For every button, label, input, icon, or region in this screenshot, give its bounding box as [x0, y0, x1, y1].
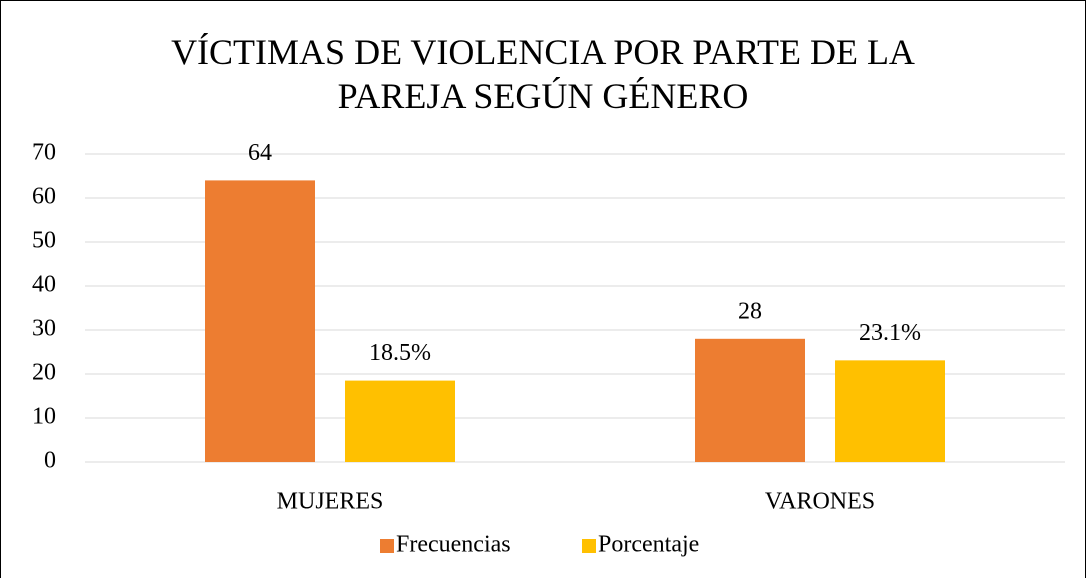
bar: [345, 380, 455, 462]
bar: [835, 360, 945, 462]
y-tick-label: 30: [32, 316, 56, 342]
data-label: 18.5%: [369, 340, 431, 366]
bar: [205, 180, 315, 462]
y-tick-label: 60: [32, 184, 56, 210]
data-label: 23.1%: [859, 320, 921, 346]
bar: [695, 338, 805, 462]
y-tick-label: 50: [32, 228, 56, 254]
legend-swatch: [380, 539, 394, 553]
legend-swatch: [582, 539, 596, 553]
y-tick-label: 0: [44, 448, 56, 474]
x-tick-label: MUJERES: [277, 489, 384, 515]
y-tick-label: 40: [32, 272, 56, 298]
y-tick-label: 70: [32, 140, 56, 166]
x-tick-label: VARONES: [765, 489, 875, 515]
y-tick-label: 10: [32, 404, 56, 430]
legend-label: Frecuencias: [396, 532, 511, 558]
chart-title: VÍCTIMAS DE VIOLENCIA POR PARTE DE LA PA…: [171, 32, 915, 116]
data-label: 28: [738, 298, 762, 324]
y-tick-label: 20: [32, 360, 56, 386]
data-label: 64: [248, 140, 272, 166]
legend-label: Porcentaje: [598, 532, 699, 558]
